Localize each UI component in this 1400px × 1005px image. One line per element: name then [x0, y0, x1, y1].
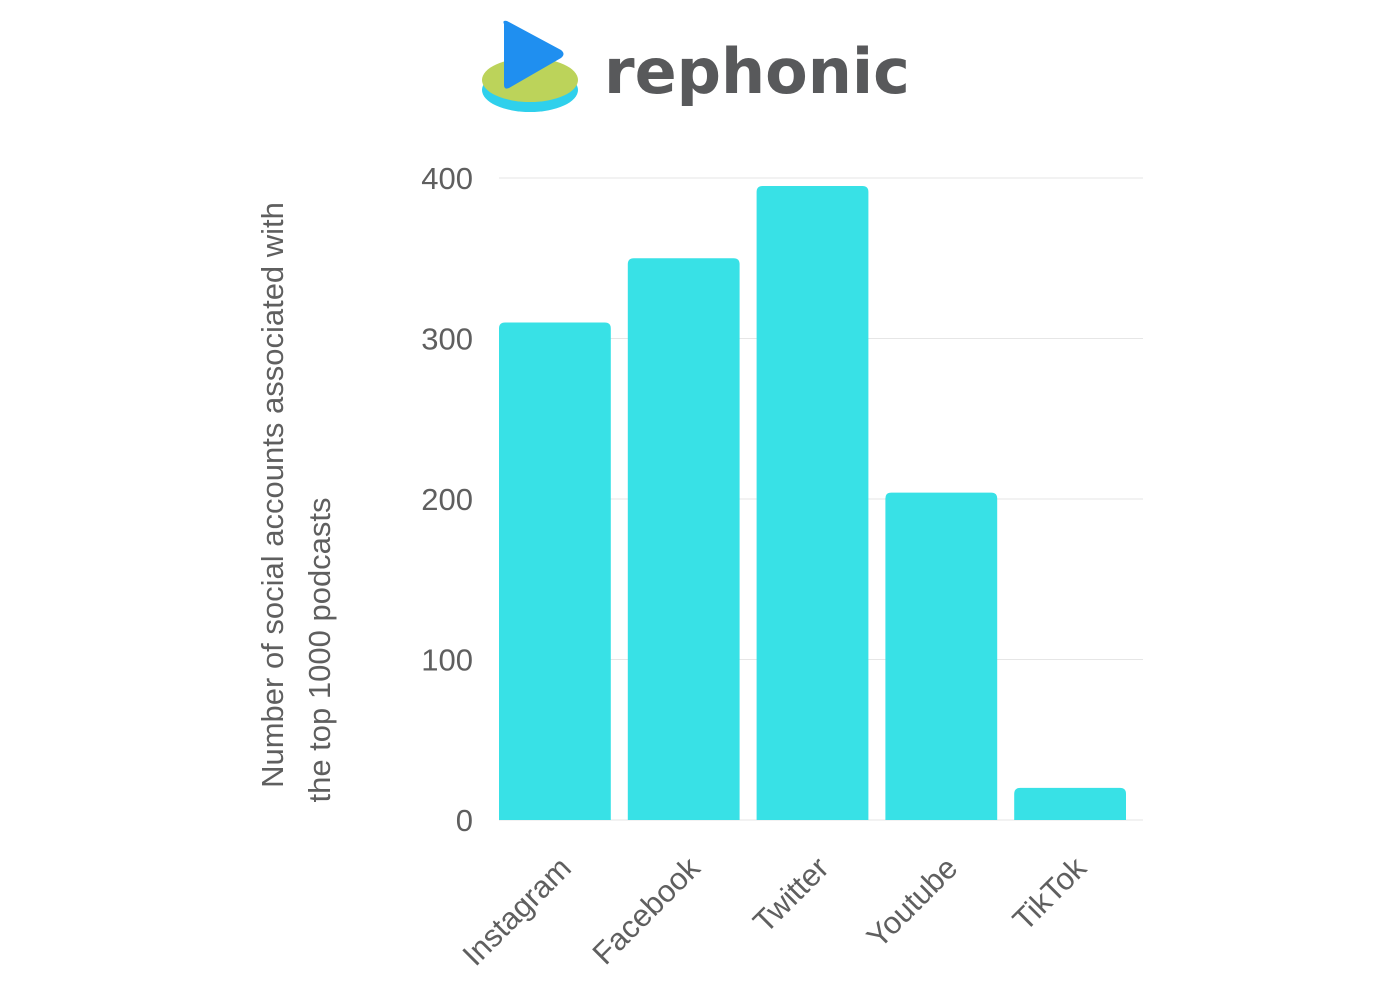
y-tick-label: 0	[456, 803, 473, 838]
bar-twitter	[756, 186, 869, 820]
x-tick-label: Twitter	[746, 850, 835, 939]
y-tick-label: 100	[421, 643, 473, 678]
brand-name: rephonic	[604, 35, 910, 108]
play-disc-icon	[482, 20, 578, 112]
bar-tiktok	[1014, 787, 1126, 820]
x-axis-ticks: Instagram Facebook Twitter Youtube TikTok	[456, 850, 1094, 973]
bar-instagram	[499, 322, 611, 820]
rephonic-logo: rephonic	[482, 20, 910, 112]
bars	[499, 186, 1126, 820]
bar-facebook	[627, 258, 740, 820]
y-tick-label: 200	[421, 482, 473, 517]
y-axis-ticks: 0 100 200 300 400	[421, 161, 473, 838]
bar-youtube	[885, 492, 998, 820]
x-tick-label: Instagram	[456, 850, 578, 972]
y-axis-label: Number of social accounts associated wit…	[255, 202, 337, 802]
y-axis-label-line-1: Number of social accounts associated wit…	[255, 202, 290, 788]
x-tick-label: Facebook	[586, 850, 707, 971]
y-tick-label: 400	[421, 161, 473, 196]
x-tick-label: Youtube	[860, 850, 964, 954]
y-tick-label: 300	[421, 322, 473, 357]
y-axis-label-line-2: the top 1000 podcasts	[302, 497, 337, 802]
x-tick-label: TikTok	[1006, 850, 1094, 938]
